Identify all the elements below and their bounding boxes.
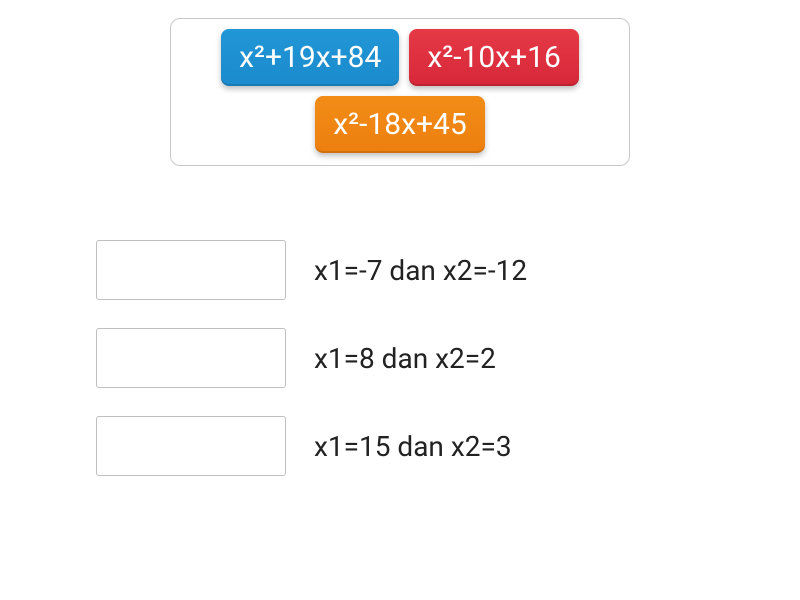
answer-text: x1=8 dan x2=2 bbox=[314, 342, 496, 375]
tile-bank: x²+19x+84 x²-10x+16 x²-18x+45 bbox=[170, 18, 630, 166]
answer-text: x1=15 dan x2=3 bbox=[314, 430, 512, 463]
answer-row: x1=15 dan x2=3 bbox=[96, 416, 706, 476]
drop-slot-3[interactable] bbox=[96, 416, 286, 476]
answer-list: x1=-7 dan x2=-12 x1=8 dan x2=2 x1=15 dan… bbox=[96, 240, 706, 504]
answer-row: x1=8 dan x2=2 bbox=[96, 328, 706, 388]
tile-expression-2[interactable]: x²-10x+16 bbox=[409, 29, 579, 86]
tile-expression-1[interactable]: x²+19x+84 bbox=[221, 29, 399, 86]
answer-text: x1=-7 dan x2=-12 bbox=[314, 254, 527, 287]
answer-row: x1=-7 dan x2=-12 bbox=[96, 240, 706, 300]
drop-slot-2[interactable] bbox=[96, 328, 286, 388]
tile-expression-3[interactable]: x²-18x+45 bbox=[315, 96, 485, 153]
drop-slot-1[interactable] bbox=[96, 240, 286, 300]
